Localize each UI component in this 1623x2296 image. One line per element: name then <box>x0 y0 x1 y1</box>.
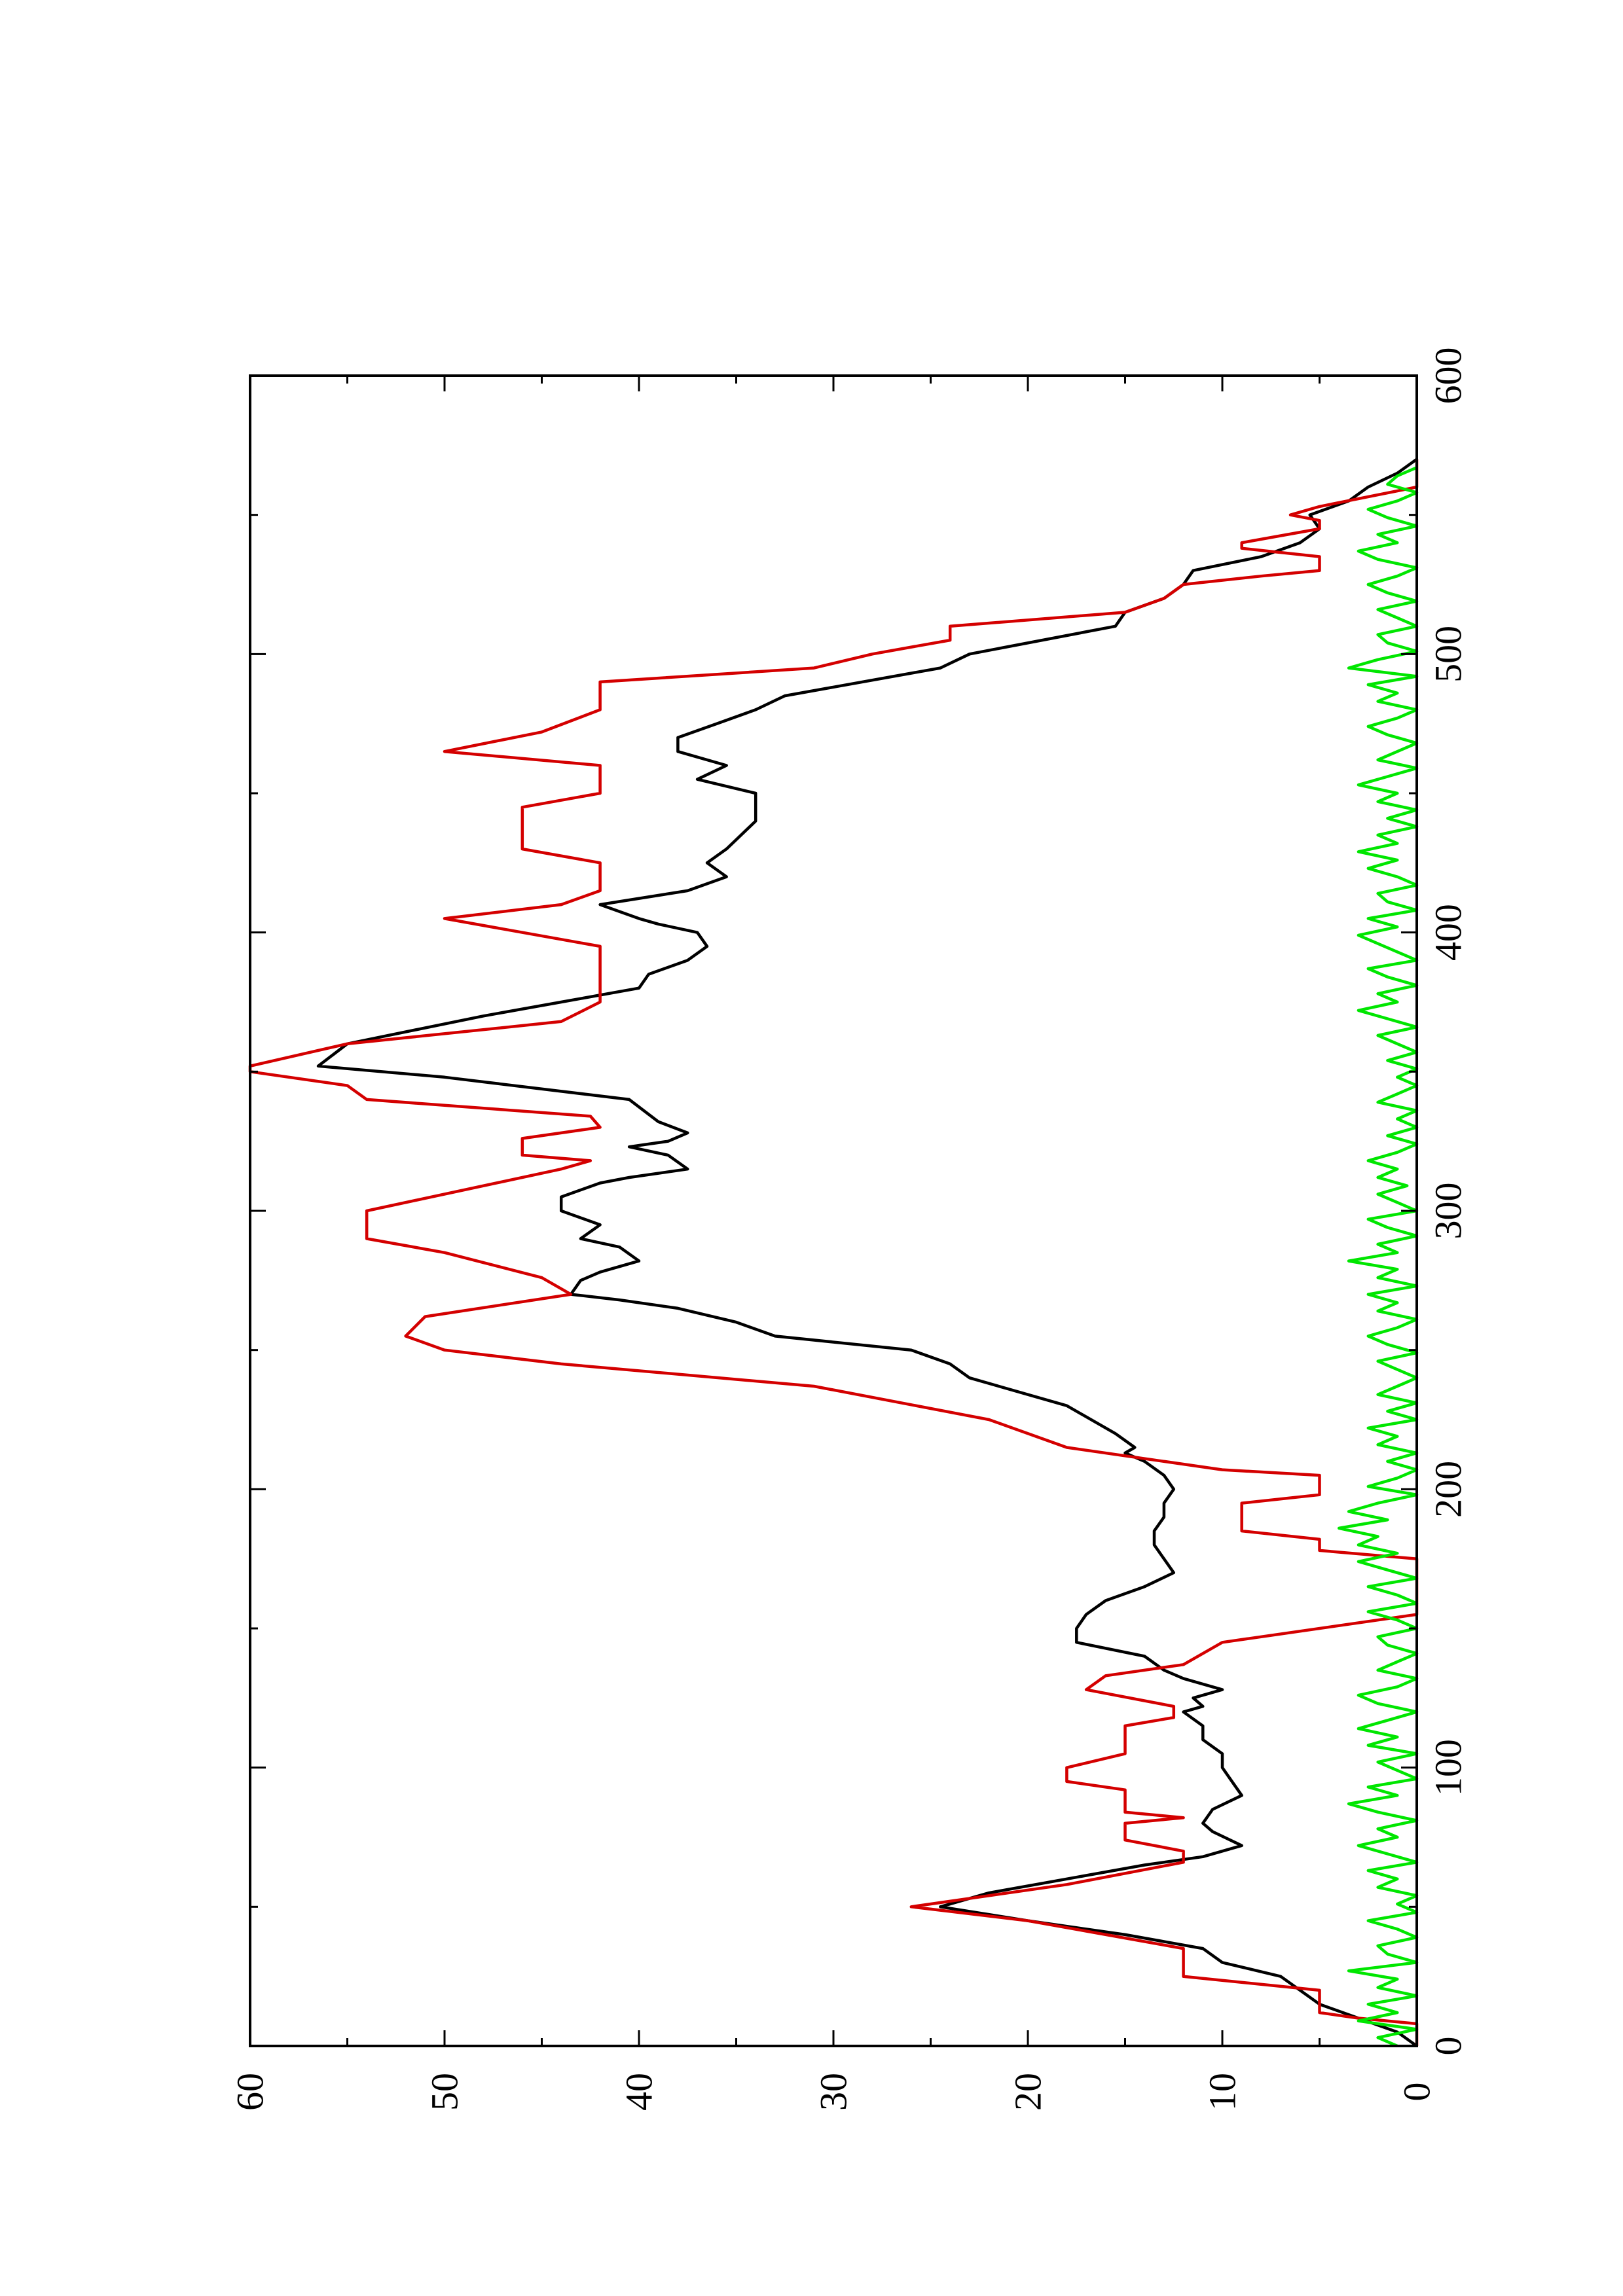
x-tick-label: 500 <box>1427 626 1470 683</box>
y-tick-label: 10 <box>1201 2073 1244 2111</box>
series-line-1 <box>316 457 1418 2047</box>
x-tick-label: 200 <box>1427 1461 1470 1518</box>
y-tick-label: 60 <box>229 2073 272 2111</box>
x-tick-label: 600 <box>1427 348 1470 404</box>
tick-label-layer: 0 100 200 300 400 500 600 0 10 20 30 40 50 60 <box>229 348 1470 2111</box>
series-line-2 <box>248 459 1419 2046</box>
x-tick-label: 300 <box>1427 1183 1470 1240</box>
y-tick-label: 0 <box>1396 2083 1438 2102</box>
y-tick-label: 50 <box>424 2073 466 2111</box>
tick-layer <box>249 374 1418 2047</box>
x-tick-label: 400 <box>1427 904 1470 961</box>
x-tick-label: 0 <box>1427 2037 1470 2056</box>
y-tick-label: 30 <box>812 2073 855 2111</box>
y-tick-label: 40 <box>618 2073 661 2111</box>
y-tick-label: 20 <box>1007 2073 1049 2111</box>
x-tick-label: 100 <box>1427 1739 1470 1796</box>
series-line-3 <box>1337 466 1419 2048</box>
series-layer <box>248 457 1419 2048</box>
